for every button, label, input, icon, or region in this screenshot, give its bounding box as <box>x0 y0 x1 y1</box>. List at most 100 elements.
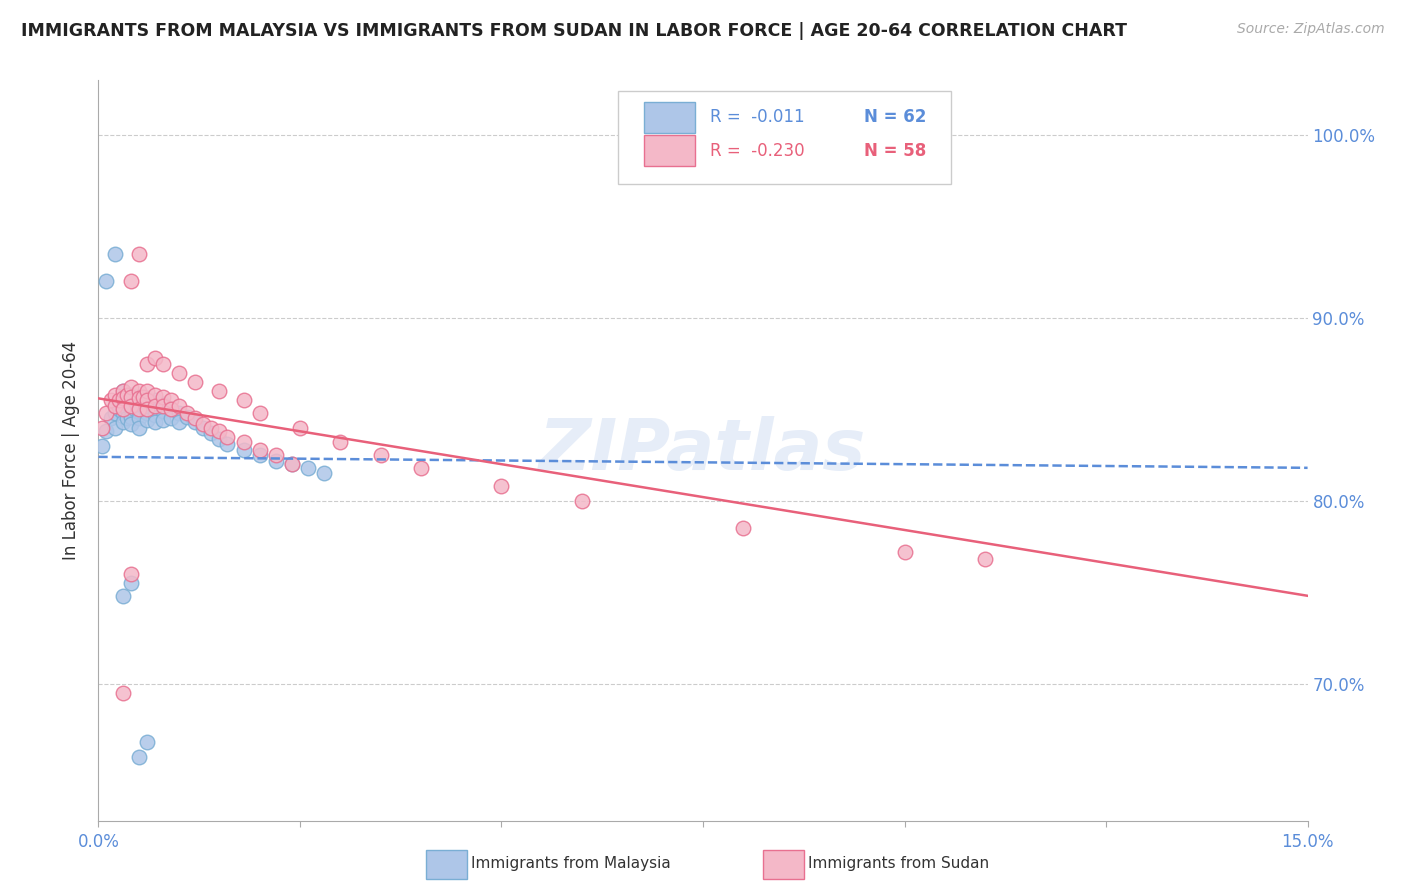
Point <box>193 417 215 431</box>
Point <box>370 448 392 462</box>
Text: R =  -0.011: R = -0.011 <box>710 108 804 127</box>
Point <box>217 430 239 444</box>
Point <box>103 406 125 420</box>
Point <box>143 401 166 415</box>
Point <box>152 399 174 413</box>
Point <box>152 390 174 404</box>
Point <box>128 247 150 261</box>
Text: IMMIGRANTS FROM MALAYSIA VS IMMIGRANTS FROM SUDAN IN LABOR FORCE | AGE 20-64 COR: IMMIGRANTS FROM MALAYSIA VS IMMIGRANTS F… <box>21 22 1128 40</box>
Point <box>120 402 142 417</box>
Text: Source: ZipAtlas.com: Source: ZipAtlas.com <box>1237 22 1385 37</box>
Point <box>128 404 150 418</box>
Point <box>124 402 146 417</box>
Point <box>128 749 150 764</box>
FancyBboxPatch shape <box>644 102 695 133</box>
Text: Immigrants from Malaysia: Immigrants from Malaysia <box>471 856 671 871</box>
Point <box>120 566 142 581</box>
Point <box>132 399 155 413</box>
Point <box>184 415 207 429</box>
Point <box>152 413 174 427</box>
Point <box>128 411 150 425</box>
Point <box>111 384 134 398</box>
Point <box>115 402 138 417</box>
Point <box>120 417 142 431</box>
Point <box>314 467 336 481</box>
Point <box>111 392 134 406</box>
Point <box>111 686 134 700</box>
Point <box>91 420 114 434</box>
Point <box>184 375 207 389</box>
Point <box>208 424 231 438</box>
Point <box>200 426 222 441</box>
Point <box>103 399 125 413</box>
Point <box>491 479 513 493</box>
FancyBboxPatch shape <box>644 135 695 166</box>
Point <box>124 393 146 408</box>
Text: Immigrants from Sudan: Immigrants from Sudan <box>808 856 990 871</box>
Point <box>571 493 593 508</box>
Text: ZIPatlas: ZIPatlas <box>540 416 866 485</box>
Point <box>135 392 157 406</box>
Point <box>974 552 997 566</box>
Point <box>135 384 157 398</box>
Point <box>111 384 134 398</box>
Point <box>281 457 304 471</box>
Point <box>176 409 198 424</box>
Point <box>135 402 157 417</box>
Point <box>96 274 118 288</box>
Point <box>297 460 319 475</box>
Text: N = 62: N = 62 <box>865 108 927 127</box>
Point <box>120 395 142 409</box>
Point <box>167 406 190 420</box>
Text: N = 58: N = 58 <box>865 142 927 160</box>
Point <box>160 411 183 425</box>
Point <box>135 413 157 427</box>
Point <box>249 442 271 457</box>
Point <box>176 406 198 420</box>
Text: R =  -0.230: R = -0.230 <box>710 142 804 160</box>
Point <box>96 424 118 438</box>
Point <box>264 448 287 462</box>
Point <box>120 399 142 413</box>
Point <box>111 415 134 429</box>
Point <box>100 411 122 425</box>
Point <box>200 420 222 434</box>
Point <box>103 399 125 413</box>
Point <box>152 397 174 411</box>
Point <box>143 393 166 408</box>
Point <box>111 589 134 603</box>
Point <box>128 420 150 434</box>
Point <box>232 435 254 450</box>
Point <box>115 387 138 401</box>
Point <box>120 380 142 394</box>
Point <box>115 411 138 425</box>
Point <box>135 735 157 749</box>
Point <box>217 437 239 451</box>
Point <box>103 420 125 434</box>
Point <box>107 402 129 417</box>
Point <box>120 390 142 404</box>
Point <box>135 399 157 413</box>
Point <box>107 393 129 408</box>
Point <box>143 415 166 429</box>
Point <box>281 457 304 471</box>
Point <box>111 402 134 417</box>
Point <box>152 357 174 371</box>
Point <box>143 351 166 366</box>
Point <box>264 453 287 467</box>
Point <box>167 399 190 413</box>
Point <box>143 408 166 422</box>
Y-axis label: In Labor Force | Age 20-64: In Labor Force | Age 20-64 <box>62 341 80 560</box>
Point <box>128 384 150 398</box>
Point <box>143 399 166 413</box>
Point <box>111 392 134 406</box>
Point <box>128 392 150 406</box>
Point <box>152 404 174 418</box>
Point <box>733 521 755 535</box>
Point <box>249 406 271 420</box>
Point <box>160 393 183 408</box>
Point <box>103 247 125 261</box>
Point <box>329 435 352 450</box>
Point <box>120 576 142 591</box>
Point <box>135 393 157 408</box>
